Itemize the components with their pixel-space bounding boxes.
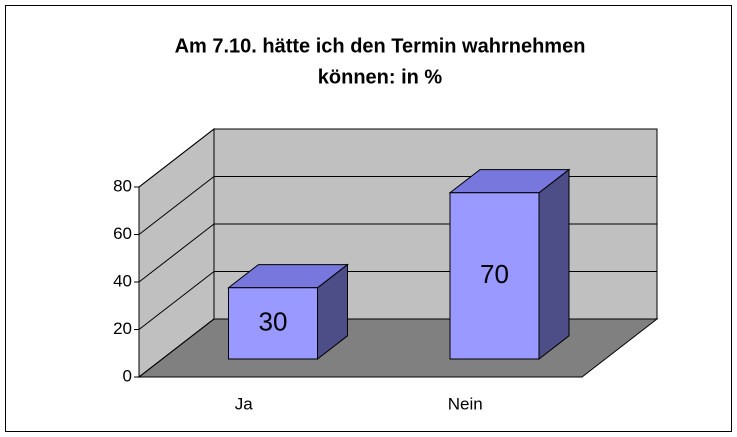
data-label: 30 [259, 306, 288, 336]
grid-line [138, 176, 215, 235]
y-tick-label: 20 [113, 319, 132, 338]
grid-line [138, 271, 215, 330]
chart-subtitle: können: in % [318, 66, 443, 88]
grid-line [138, 223, 215, 283]
bar [228, 287, 318, 360]
y-tick-label: 0 [123, 366, 132, 385]
y-tick-label: 80 [113, 176, 132, 195]
grid-line [138, 318, 215, 378]
bar [449, 192, 540, 360]
x-tick-label: Nein [448, 394, 483, 413]
chart-title: Am 7.10. hätte ich den Termin wahrnehmen [175, 35, 586, 57]
y-tick-label: 40 [113, 271, 132, 290]
bar-side [538, 168, 570, 361]
floor [137, 318, 659, 378]
x-tick-label: Ja [235, 394, 254, 413]
grid-line [138, 128, 215, 188]
y-tick-label: 60 [113, 224, 132, 243]
data-label: 70 [480, 259, 509, 289]
